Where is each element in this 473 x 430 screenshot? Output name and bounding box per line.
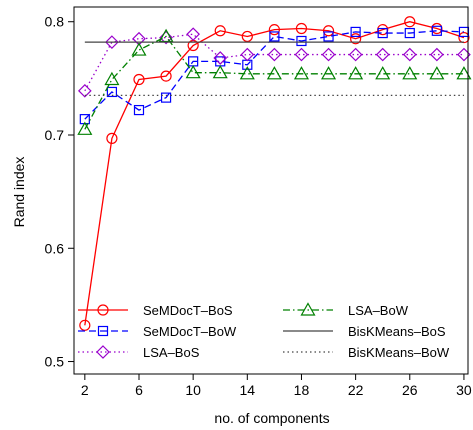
x-axis: 2 6 10 14 18 22 26 30 [81, 374, 472, 398]
data-point [404, 16, 416, 28]
data-point [294, 47, 309, 62]
data-point [348, 66, 364, 80]
legend-marker [97, 325, 109, 337]
data-point [160, 70, 172, 82]
data-point [159, 30, 173, 45]
plot-frame [73, 6, 469, 375]
legend-item-6: BisKMeans–BoW [283, 345, 450, 360]
legend-marker [300, 302, 316, 316]
series-layer [77, 16, 472, 331]
x-tick-label: 26 [402, 382, 418, 398]
data-point [105, 35, 119, 49]
data-point [133, 104, 145, 116]
data-point [350, 33, 362, 45]
data-point [375, 66, 391, 80]
data-point [431, 25, 442, 36]
data-point [241, 30, 253, 43]
legend-marker [96, 345, 110, 359]
y-tick-label: 0.6 [45, 240, 65, 256]
data-point [321, 66, 337, 80]
data-point [267, 47, 282, 62]
data-point [106, 86, 118, 98]
x-tick-label: 22 [348, 382, 364, 398]
x-tick-label: 30 [456, 382, 472, 398]
data-point [77, 121, 93, 135]
data-point [214, 25, 226, 37]
data-point [212, 64, 228, 79]
series-line [84, 21, 465, 326]
series-line [84, 35, 464, 130]
y-axis-title: Rand index [11, 157, 27, 228]
data-point [266, 66, 282, 80]
y-tick-label: 0.7 [45, 127, 65, 143]
data-point [213, 51, 228, 65]
series-3 [77, 27, 471, 98]
y-tick-label: 0.5 [45, 354, 65, 370]
legend-label: BisKMeans–BoS [348, 324, 446, 339]
y-axis: 0.5 0.6 0.7 0.8 [45, 14, 74, 370]
data-point [268, 24, 280, 36]
data-point [106, 132, 118, 144]
data-point [133, 73, 145, 86]
legend-label: BisKMeans–BoW [348, 345, 450, 360]
data-point [185, 64, 201, 79]
data-point [456, 66, 472, 80]
legend-label: SeMDocT–BoW [143, 324, 237, 339]
series-4 [77, 28, 472, 135]
data-point [323, 31, 334, 42]
y-tick-label: 0.8 [45, 14, 65, 30]
data-point [240, 47, 255, 62]
data-point [296, 35, 307, 47]
data-point [104, 71, 120, 86]
data-point [429, 66, 445, 80]
legend-label: SeMDocT–BoS [143, 303, 233, 318]
legend-item-4: LSA–BoW [283, 302, 409, 318]
legend-marker [97, 304, 109, 316]
legend-item-3: LSA–BoS [78, 345, 200, 360]
legend-item-1: SeMDocT–BoS [78, 303, 233, 318]
x-axis-title: no. of components [214, 410, 329, 426]
legend-label: LSA–BoS [143, 345, 200, 360]
data-point [322, 25, 335, 37]
data-point [158, 28, 174, 43]
data-point [404, 27, 415, 39]
x-tick-label: 14 [240, 382, 256, 398]
data-point [350, 26, 361, 38]
data-point [295, 22, 308, 35]
data-point [348, 47, 363, 62]
data-point [375, 47, 390, 62]
data-point [160, 92, 172, 103]
data-point [186, 27, 200, 42]
legend-item-5: BisKMeans–BoS [283, 324, 446, 339]
data-point [377, 27, 388, 39]
legend-label: LSA–BoW [348, 303, 409, 318]
data-point [430, 47, 444, 62]
x-tick-label: 10 [185, 382, 201, 398]
data-point [402, 47, 417, 62]
data-point [79, 319, 91, 331]
data-point [131, 42, 147, 56]
x-tick-label: 6 [135, 382, 143, 398]
x-tick-label: 2 [81, 382, 89, 398]
data-point [293, 66, 309, 80]
data-point [77, 83, 92, 98]
legend: SeMDocT–BoS SeMDocT–BoW LSA–BoS LSA–BoW BisK… [78, 302, 450, 360]
legend-item-2: SeMDocT–BoW [78, 324, 237, 339]
data-point [321, 47, 336, 62]
data-point [269, 31, 280, 42]
series-line [84, 30, 464, 120]
data-point [402, 66, 418, 80]
x-tick-label: 18 [294, 382, 310, 398]
data-point [239, 66, 255, 80]
series-1 [79, 16, 470, 331]
